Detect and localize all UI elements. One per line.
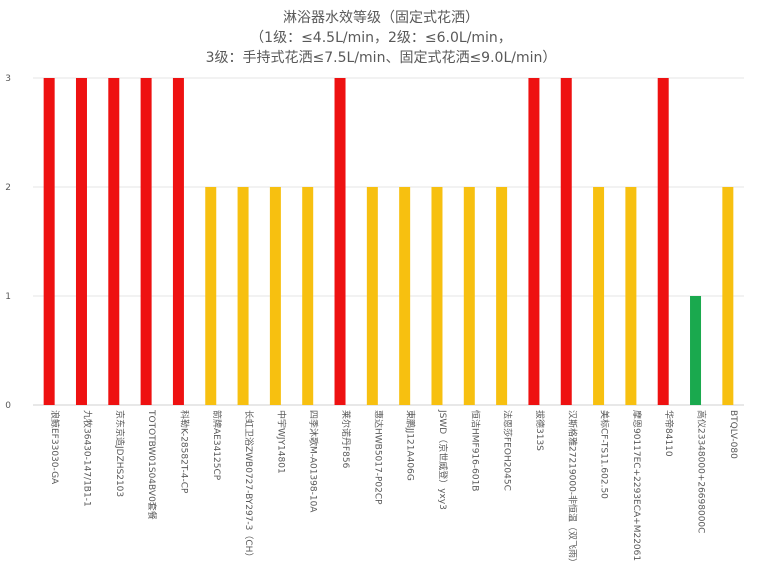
bar [593,187,605,405]
x-tick-label: 惠达HWB5017-P02CP [372,410,384,505]
bar [431,187,443,405]
bar [302,187,314,405]
bar [269,187,281,405]
x-tick-label: 莱尔诺丹F856 [340,410,352,469]
x-tick-label: 京东京造JDZHS2103 [114,410,126,497]
bar [496,187,508,405]
x-tick-label: 华帝84110 [663,410,675,457]
x-tick-label: 東鹏JJ121A406G [405,410,417,481]
bar [625,187,637,405]
bar [366,187,378,405]
bar [463,187,475,405]
chart-title: 淋浴器水效等级（固定式花洒） （1级：≤4.5L/min，2级：≤6.0L/mi… [0,8,762,68]
x-tick-label: 汉斯格雅27219000-非恒温（双飞雨） [566,410,578,566]
x-tick-label: BTQLV-080 [728,410,738,459]
x-tick-label: 摩恩90117EC+2293ECA+M22061 [631,410,643,561]
bar [205,187,217,405]
chart-title-line-1: 淋浴器水效等级（固定式花洒） [283,10,479,26]
x-tick-label: 长虹卫浴ZWB0727-BY297-3（CH） [243,410,255,561]
x-tick-label: 拔德313S [534,410,546,451]
x-tick-label: TOTOTBW01S04BV0套餐 [146,409,158,520]
bar [722,187,734,405]
bar [43,78,55,405]
x-tick-label: 美标CF-TS11.602.50 [599,410,611,499]
x-tick-label: 高仪23348000+26698000C [696,410,708,533]
bar [690,296,702,405]
x-tick-label: 浪鲸EF33030-GA [49,410,61,485]
y-tick-label: 2 [5,183,11,193]
y-tick-label: 0 [5,401,11,411]
y-tick-label: 1 [5,292,11,302]
chart-title-line-2: （1级：≤4.5L/min，2级：≤6.0L/min， [250,30,512,46]
x-tick-label: 箭牌AE34125CP [211,410,223,481]
x-tick-label: 九牧36430-147/1B1-1 [81,410,93,507]
bar [75,78,87,405]
chart-title-line-3: 3级：手持式花洒≤7.5L/min、固定式花洒≤9.0L/min） [205,50,557,66]
bar [334,78,346,405]
bar [528,78,540,405]
x-tick-label: 恒洁HMF916-601B [469,410,481,491]
bar [399,187,411,405]
bar [172,78,184,405]
x-tick-label: 四季沐歌M-A01398-10A [308,410,320,513]
x-tick-label: 法恩莎FEOH2045C [502,410,514,491]
x-tick-label: JSWD（京世威登）yxy3 [437,409,449,510]
bar [560,78,572,405]
x-tick-label: 科勒K-28582T-4-CP [178,410,190,494]
bar [108,78,120,405]
bar [237,187,249,405]
x-tick-label: 中宇WJY14801 [275,410,287,474]
y-tick-label: 3 [5,74,11,84]
bar [140,78,152,405]
bar [657,78,669,405]
